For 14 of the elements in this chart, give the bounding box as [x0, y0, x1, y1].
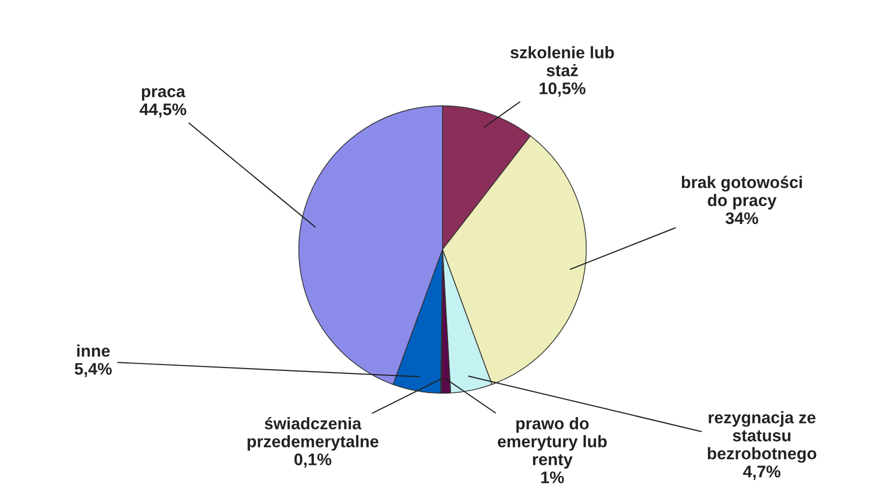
data-label: 0,1% — [294, 454, 332, 468]
slice-label: szkolenie lub staż — [510, 46, 614, 76]
slice-label: brak gotowości do pracy — [682, 176, 802, 210]
slice-label: prawo do emerytury lub renty — [498, 417, 607, 469]
data-label: 4,7% — [743, 466, 780, 480]
data-label: 1% — [541, 472, 564, 484]
slice-label: rezygnacja ze statusu bezrobotnego — [708, 411, 816, 463]
slice-label: praca — [142, 88, 186, 101]
slice-label: inne — [77, 344, 110, 357]
data-label: 10,5% — [540, 82, 586, 97]
slice-label: świadczenia przedemerytalne — [248, 417, 378, 451]
data-label: 34% — [726, 212, 758, 224]
data-label: 5,4% — [74, 362, 112, 378]
data-label: 44,5% — [140, 103, 186, 118]
